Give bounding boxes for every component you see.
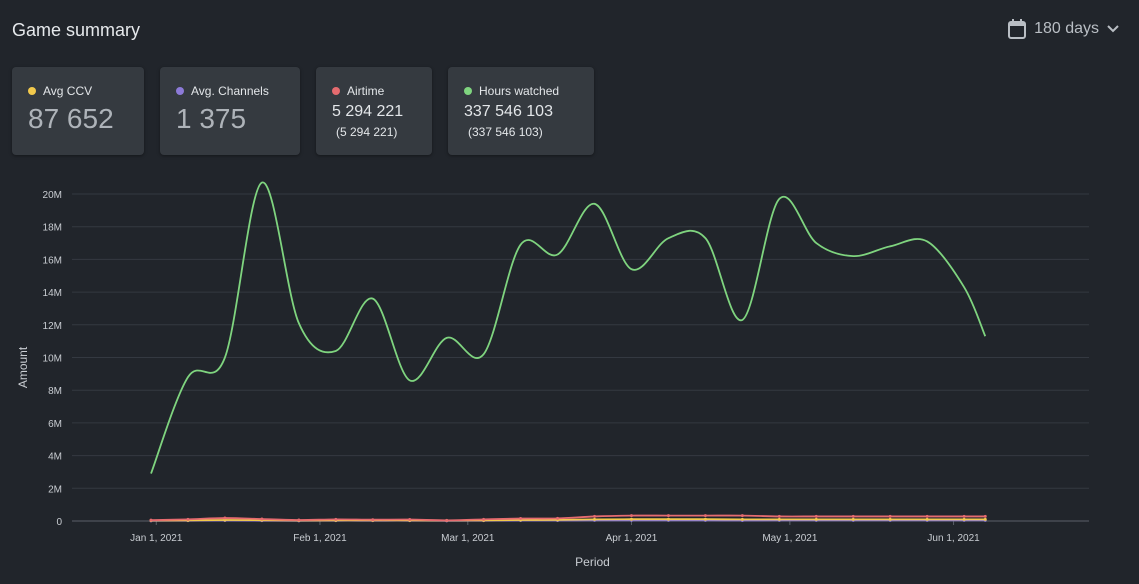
data-point-airtime [149, 518, 153, 522]
x-tick-label: Mar 1, 2021 [441, 533, 495, 544]
x-tick-label: Jun 1, 2021 [927, 533, 980, 544]
card-label-wrap: Hours watched [464, 84, 559, 98]
data-point-airtime [629, 514, 633, 518]
card-label-wrap: Avg CCV [28, 84, 92, 98]
line-chart: 0 2M 4M 6M 8M 10M 12M 14M 16M 18M 20M Jan 1, 2021 Fe… [16, 181, 1089, 569]
data-point-airtime [556, 516, 560, 520]
period-label: 180 days [1034, 20, 1099, 37]
data-point-airtime [186, 517, 190, 521]
data-point-airtime [777, 514, 781, 518]
data-point-airtime [925, 514, 929, 518]
data-point-airtime [703, 514, 707, 518]
y-tick-label: 8M [48, 386, 62, 397]
card-label-wrap: Airtime [332, 84, 384, 98]
card-hours-watched: Hours watched 337 546 103 (337 546 103) [448, 67, 594, 155]
y-tick-label: 6M [48, 419, 62, 430]
card-value: 1 375 [176, 103, 247, 134]
card-label: Hours watched [479, 84, 560, 98]
y-tick-label: 10M [43, 354, 62, 365]
data-point-airtime [740, 514, 744, 518]
data-point-airtime [666, 514, 670, 518]
card-avg-ccv: Avg CCV 87 652 [12, 67, 144, 155]
y-axis-title: Amount [16, 346, 30, 388]
series-line-airtime [150, 514, 986, 522]
data-point-airtime [983, 514, 987, 518]
x-axis-title: Period [575, 555, 610, 569]
data-point-avg-ccv [814, 517, 818, 521]
data-point-avg-ccv [629, 517, 633, 521]
data-point-avg-ccv [740, 517, 744, 521]
data-point-avg-ccv [851, 517, 855, 521]
legend-dot [464, 87, 472, 95]
card-label: Avg. Channels [191, 84, 269, 98]
legend-dot [28, 87, 36, 95]
card-airtime: Airtime 5 294 221 (5 294 221) [316, 67, 432, 155]
data-point-airtime [445, 518, 449, 522]
data-point-avg-ccv [593, 517, 597, 521]
y-tick-label: 4M [48, 452, 62, 463]
x-tick-label: Apr 1, 2021 [606, 533, 658, 544]
x-tick-label: Feb 1, 2021 [293, 533, 347, 544]
data-point-airtime [334, 517, 338, 521]
data-point-airtime [260, 517, 264, 521]
card-label-wrap: Avg. Channels [176, 84, 269, 98]
y-tick-label: 18M [43, 223, 62, 234]
data-point-airtime [814, 514, 818, 518]
data-point-airtime [851, 514, 855, 518]
data-point-avg-ccv [962, 517, 966, 521]
data-point-airtime [482, 517, 486, 521]
series-line-hours-watched [150, 181, 987, 474]
period-dropdown[interactable]: 180 days [1008, 19, 1119, 39]
y-tick-label: 14M [43, 288, 62, 299]
chevron-down-icon [1107, 25, 1119, 33]
y-tick-label: 20M [43, 190, 62, 201]
data-point-airtime [371, 518, 375, 522]
data-point-avg-ccv [925, 517, 929, 521]
data-point-airtime [962, 514, 966, 518]
data-point-airtime [223, 516, 227, 520]
y-tick-label: 16M [43, 255, 62, 266]
data-point-avg-ccv [983, 517, 987, 521]
data-point-airtime [408, 518, 412, 522]
data-point-airtime [297, 518, 301, 522]
card-subvalue: (5 294 221) [336, 125, 398, 139]
y-tick-label: 12M [43, 321, 62, 332]
x-tick-label: Jan 1, 2021 [130, 533, 183, 544]
data-point-avg-ccv [888, 517, 892, 521]
card-label: Avg CCV [43, 84, 93, 98]
page-title: Game summary [12, 20, 141, 40]
card-value: 87 652 [28, 103, 114, 134]
data-point-avg-ccv [777, 517, 781, 521]
card-value: 337 546 103 [464, 103, 553, 120]
data-point-airtime [593, 514, 597, 518]
card-value: 5 294 221 [332, 103, 404, 120]
card-label: Airtime [347, 84, 385, 98]
data-point-airtime [519, 517, 523, 521]
card-avg-channels: Avg. Channels 1 375 [160, 67, 300, 155]
data-point-avg-ccv [703, 517, 707, 521]
data-point-airtime [888, 514, 892, 518]
legend-dot [332, 87, 340, 95]
y-tick-label: 2M [48, 484, 62, 495]
x-tick-label: May 1, 2021 [762, 533, 817, 544]
y-tick-label: 0 [56, 517, 62, 528]
card-subvalue: (337 546 103) [468, 125, 543, 139]
calendar-icon [1008, 19, 1027, 39]
data-point-avg-ccv [666, 517, 670, 521]
legend-dot [176, 87, 184, 95]
